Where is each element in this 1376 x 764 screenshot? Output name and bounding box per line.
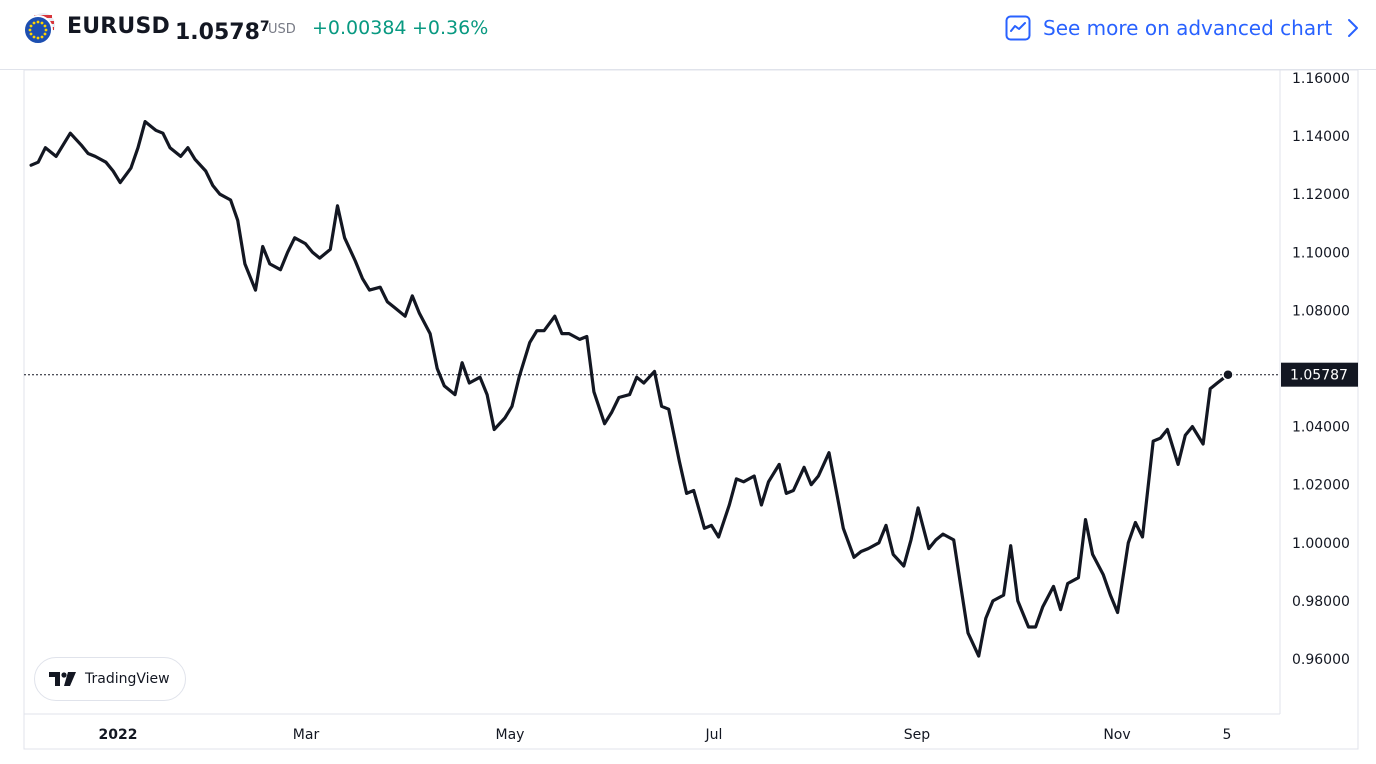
x-tick-label: Mar (293, 727, 320, 743)
eur-usd-flag-icon (23, 13, 55, 45)
last-price-dot (1222, 368, 1234, 381)
y-tick-label: 1.10000 (1292, 245, 1350, 261)
price-line (29, 120, 1230, 658)
x-tick-label: May (496, 727, 525, 743)
y-tick-label: 1.14000 (1292, 129, 1350, 145)
last-price-tag-label: 1.05787 (1290, 368, 1348, 384)
tradingview-logo-icon (49, 672, 76, 686)
advanced-chart-label: See more on advanced chart (1043, 16, 1333, 40)
advanced-chart-link[interactable]: See more on advanced chart (1005, 13, 1360, 43)
currency-label: USD (268, 22, 296, 37)
y-tick-label: 1.04000 (1292, 420, 1350, 436)
y-tick-label: 0.96000 (1292, 652, 1350, 668)
price-change-percent: +0.36% (412, 17, 489, 39)
last-price-tag: 1.05787 (1281, 362, 1358, 387)
price-change: +0.00384 (312, 17, 407, 39)
y-tick-label: 1.02000 (1292, 478, 1350, 494)
chevron-right-icon (1348, 19, 1359, 37)
x-axis: 2022 Mar May Jul Sep Nov 5 (99, 727, 1232, 743)
tradingview-label: TradingView (85, 671, 170, 687)
x-tick-label: 5 (1223, 727, 1232, 743)
last-price-fraction: 7 (259, 19, 270, 35)
x-tick-label: Sep (904, 727, 931, 743)
y-tick-label: 1.12000 (1292, 187, 1350, 203)
y-axis: 0.960000.980001.000001.020001.040001.060… (1292, 71, 1350, 668)
x-tick-label: 2022 (99, 727, 138, 743)
x-tick-label: Nov (1103, 727, 1130, 743)
tradingview-badge[interactable]: TradingView (34, 657, 186, 701)
price-chart[interactable]: 0.960000.980001.000001.020001.040001.060… (0, 70, 1376, 764)
y-tick-label: 1.08000 (1292, 303, 1350, 319)
last-price-main: 1.0578 (175, 20, 260, 45)
symbol-name: EURUSD (67, 14, 171, 39)
last-price: 1.05787 (175, 12, 270, 48)
header-bar: EURUSD 1.05787 USD +0.00384 +0.36% See m… (0, 0, 1376, 70)
y-tick-label: 1.00000 (1292, 536, 1350, 552)
y-tick-label: 1.16000 (1292, 71, 1350, 87)
y-tick-label: 0.98000 (1292, 594, 1350, 610)
chart-icon (1005, 15, 1031, 41)
x-tick-label: Jul (705, 727, 723, 743)
